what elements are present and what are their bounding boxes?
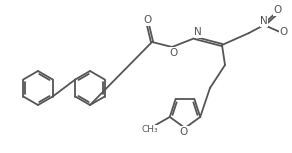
Text: O: O (170, 48, 178, 58)
Text: O: O (180, 127, 188, 137)
Text: O: O (144, 15, 152, 25)
Text: N: N (260, 16, 268, 26)
Text: N: N (194, 27, 202, 37)
Text: O: O (274, 5, 282, 15)
Text: CH₃: CH₃ (141, 125, 158, 134)
Text: O: O (280, 27, 288, 37)
